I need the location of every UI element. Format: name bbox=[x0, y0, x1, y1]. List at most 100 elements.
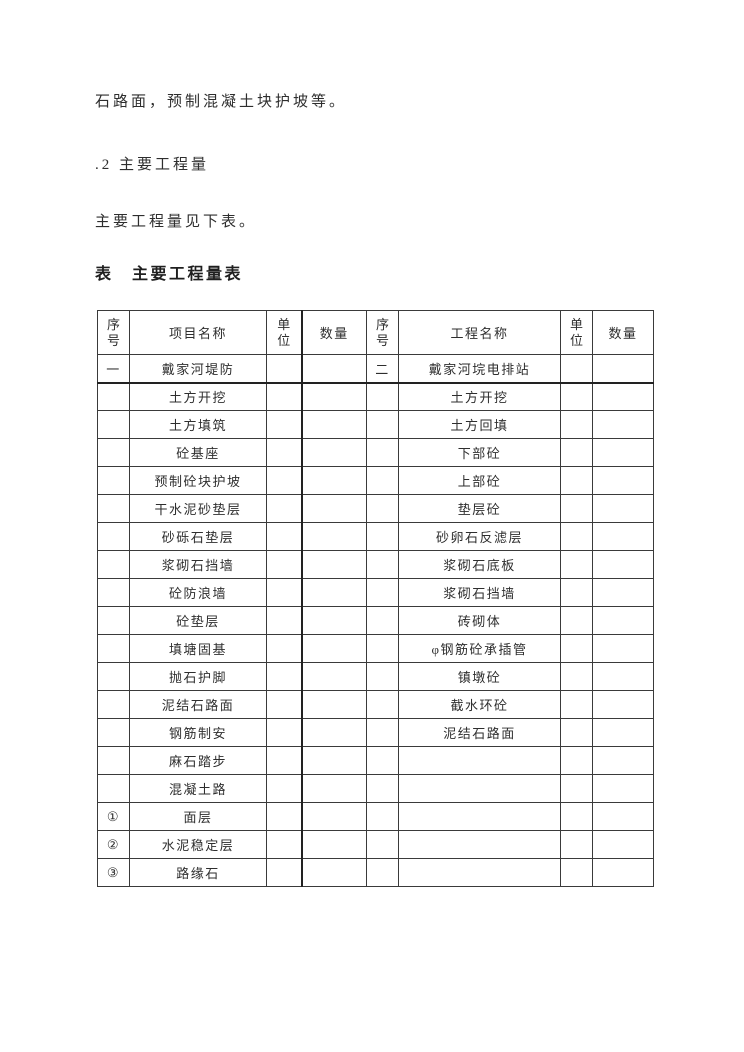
cell-index bbox=[366, 858, 399, 887]
cell-work-name: 砖砌体 bbox=[398, 606, 561, 635]
cell-item-name: 面层 bbox=[129, 802, 267, 831]
paragraph-continuation: 石路面，预制混凝土块护坡等。 bbox=[95, 94, 348, 110]
cell-item-name: 砼垫层 bbox=[129, 606, 267, 635]
cell-item-name: 浆砌石挡墙 bbox=[129, 550, 267, 579]
cell-quantity bbox=[592, 550, 654, 579]
table-row: 砼防浪墙 浆砌石挡墙 bbox=[97, 578, 654, 607]
section-heading: .2 主要工程量 bbox=[95, 157, 210, 173]
cell-item-name: 泥结石路面 bbox=[129, 690, 267, 719]
cell-index bbox=[97, 578, 130, 607]
cell-unit bbox=[560, 438, 593, 467]
table-row: 抛石护脚 镇墩砼 bbox=[97, 662, 654, 691]
cell-item-name: 麻石踏步 bbox=[129, 746, 267, 775]
cell-unit bbox=[560, 662, 593, 691]
cell-item-name: 钢筋制安 bbox=[129, 718, 267, 747]
cell-quantity bbox=[300, 858, 367, 887]
cell-index bbox=[366, 550, 399, 579]
cell-index bbox=[97, 382, 130, 411]
cell-work-name: 垫层砼 bbox=[398, 494, 561, 523]
cell-quantity bbox=[592, 438, 654, 467]
cell-quantity bbox=[300, 634, 367, 663]
cell-unit bbox=[560, 578, 593, 607]
cell-quantity bbox=[592, 410, 654, 439]
cell-item-name: 水泥稳定层 bbox=[129, 830, 267, 859]
cell-unit bbox=[560, 690, 593, 719]
cell-work-name: 下部砼 bbox=[398, 438, 561, 467]
cell-item-name: 土方开挖 bbox=[129, 382, 267, 411]
table-row: ① 面层 bbox=[97, 802, 654, 831]
cell-quantity bbox=[300, 410, 367, 439]
cell-item-name: 路缘石 bbox=[129, 858, 267, 887]
table-row: 砼垫层 砖砌体 bbox=[97, 606, 654, 635]
table-row: 混凝土路 bbox=[97, 774, 654, 803]
cell-item-name: 混凝土路 bbox=[129, 774, 267, 803]
cell-unit bbox=[560, 634, 593, 663]
cell-unit bbox=[266, 410, 302, 439]
cell-work-name: φ钢筋砼承插管 bbox=[398, 634, 561, 663]
cell-unit bbox=[266, 830, 302, 859]
cell-item-name: 预制砼块护坡 bbox=[129, 466, 267, 495]
cell-unit bbox=[266, 718, 302, 747]
cell-index: 二 bbox=[366, 354, 399, 384]
cell-index: ② bbox=[97, 830, 130, 859]
cell-index: ③ bbox=[97, 858, 130, 887]
cell-item-name: 填塘固基 bbox=[129, 634, 267, 663]
cell-index bbox=[366, 802, 399, 831]
table-row: 砂砾石垫层 砂卵石反滤层 bbox=[97, 522, 654, 551]
cell-quantity bbox=[300, 438, 367, 467]
cell-unit bbox=[560, 774, 593, 803]
cell-work-name: 泥结石路面 bbox=[398, 718, 561, 747]
table-row: 土方填筑 土方回填 bbox=[97, 410, 654, 439]
cell-index bbox=[97, 718, 130, 747]
cell-quantity bbox=[300, 578, 367, 607]
paragraph-table-intro: 主要工程量见下表。 bbox=[95, 214, 258, 230]
cell-quantity bbox=[300, 774, 367, 803]
cell-index bbox=[97, 550, 130, 579]
table-header-row: 序号 项目名称 单位 数量 序号 工程名称 单位 数量 bbox=[97, 310, 654, 355]
col-header-qty-right: 数量 bbox=[592, 310, 654, 355]
cell-quantity bbox=[300, 494, 367, 523]
cell-work-name bbox=[398, 746, 561, 775]
cell-quantity bbox=[300, 690, 367, 719]
cell-index bbox=[366, 746, 399, 775]
col-header-item-name: 项目名称 bbox=[129, 310, 267, 355]
cell-index bbox=[366, 774, 399, 803]
cell-unit bbox=[266, 774, 302, 803]
cell-index bbox=[366, 494, 399, 523]
cell-item-name: 抛石护脚 bbox=[129, 662, 267, 691]
cell-quantity bbox=[592, 690, 654, 719]
cell-quantity bbox=[300, 718, 367, 747]
cell-work-name: 浆砌石底板 bbox=[398, 550, 561, 579]
cell-index bbox=[366, 718, 399, 747]
cell-quantity bbox=[592, 466, 654, 495]
cell-index: ① bbox=[97, 802, 130, 831]
cell-quantity bbox=[592, 578, 654, 607]
cell-work-name bbox=[398, 830, 561, 859]
cell-unit bbox=[266, 550, 302, 579]
cell-item-name: 戴家河堤防 bbox=[129, 354, 267, 384]
cell-work-name bbox=[398, 774, 561, 803]
cell-unit bbox=[266, 522, 302, 551]
cell-unit bbox=[560, 718, 593, 747]
cell-unit bbox=[266, 634, 302, 663]
cell-quantity bbox=[592, 522, 654, 551]
cell-index bbox=[366, 410, 399, 439]
cell-work-name bbox=[398, 802, 561, 831]
col-header-unit-right: 单位 bbox=[560, 310, 593, 355]
cell-quantity bbox=[592, 746, 654, 775]
cell-index bbox=[97, 410, 130, 439]
cell-work-name: 浆砌石挡墙 bbox=[398, 578, 561, 607]
cell-unit bbox=[560, 606, 593, 635]
cell-index bbox=[366, 662, 399, 691]
cell-unit bbox=[266, 858, 302, 887]
table-row: 钢筋制安 泥结石路面 bbox=[97, 718, 654, 747]
cell-index bbox=[97, 774, 130, 803]
cell-unit bbox=[266, 438, 302, 467]
cell-unit bbox=[266, 802, 302, 831]
cell-index bbox=[97, 746, 130, 775]
cell-unit bbox=[266, 466, 302, 495]
cell-quantity bbox=[300, 830, 367, 859]
cell-work-name: 戴家河垸电排站 bbox=[398, 354, 561, 384]
cell-index bbox=[97, 662, 130, 691]
table-row: 砼基座 下部砼 bbox=[97, 438, 654, 467]
